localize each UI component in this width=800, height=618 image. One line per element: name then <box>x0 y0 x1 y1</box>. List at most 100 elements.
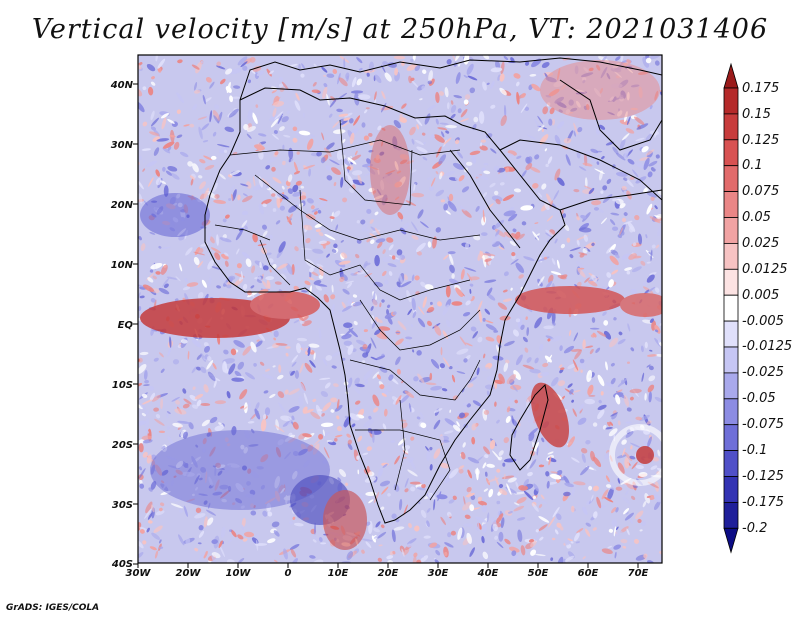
field-speck <box>142 159 145 164</box>
field-speck <box>338 77 348 87</box>
field-speck <box>434 325 442 336</box>
field-speck <box>348 118 354 124</box>
field-speck <box>620 538 628 544</box>
field-speck <box>166 411 171 414</box>
field-speck <box>265 368 270 372</box>
field-speck <box>293 319 300 324</box>
field-speck <box>324 234 336 241</box>
field-speck <box>311 208 320 213</box>
field-speck <box>648 365 654 371</box>
field-speck <box>374 491 380 504</box>
field-speck <box>592 332 597 338</box>
field-speck <box>313 559 324 563</box>
field-speck <box>621 496 631 505</box>
field-speck <box>147 86 154 96</box>
field-speck <box>493 219 505 229</box>
field-speck <box>449 495 452 500</box>
field-speck <box>159 502 165 507</box>
colorbar-labels: 0.175 0.15 0.125 0.1 0.075 0.05 0.025 0.… <box>742 81 792 536</box>
field-speck <box>243 124 249 131</box>
field-speck <box>147 277 154 283</box>
field-speck <box>617 378 628 388</box>
field-speck <box>551 258 556 265</box>
field-speck <box>507 511 513 514</box>
field-speck <box>259 261 262 268</box>
field-speck <box>553 190 560 201</box>
field-speck <box>323 446 330 459</box>
field-speck <box>595 347 601 354</box>
field-speck <box>577 267 586 278</box>
field-speck <box>534 154 540 160</box>
field-speck <box>502 174 507 179</box>
field-speck <box>562 213 567 218</box>
field-speck <box>648 391 652 403</box>
field-speck <box>631 461 638 470</box>
field-speck <box>357 94 371 100</box>
field-speck <box>634 161 645 169</box>
field-speck <box>490 67 503 73</box>
field-speck <box>310 134 315 138</box>
field-speck <box>584 177 588 188</box>
field-speck <box>528 427 539 437</box>
field-speck <box>250 69 256 75</box>
field-speck <box>141 393 148 399</box>
field-speck <box>509 240 517 247</box>
field-speck <box>300 73 305 78</box>
field-speck <box>332 68 338 75</box>
field-speck <box>625 490 629 496</box>
field-speck <box>547 451 554 455</box>
field-speck <box>577 417 587 425</box>
field-speck <box>205 509 217 516</box>
field-speck <box>285 346 291 349</box>
field-speck <box>346 433 351 438</box>
field-speck <box>615 526 619 531</box>
field-speck <box>482 551 489 560</box>
field-speck <box>189 175 195 180</box>
field-speck <box>439 462 450 469</box>
field-speck <box>397 438 406 446</box>
field-speck <box>294 246 299 252</box>
field-speck <box>602 424 607 430</box>
field-speck <box>635 510 644 520</box>
field-speck <box>262 414 267 420</box>
field-speck <box>382 463 388 468</box>
field-speck <box>395 331 400 334</box>
field-speck <box>410 58 414 62</box>
field-speck <box>145 430 149 434</box>
field-speck <box>593 511 598 519</box>
field-speck <box>499 242 505 250</box>
field-speck <box>597 404 607 411</box>
field-speck <box>640 260 646 266</box>
field-speck <box>359 201 368 206</box>
field-speck <box>242 538 248 542</box>
red-sea <box>449 149 521 249</box>
field-speck <box>538 524 548 532</box>
field-speck <box>617 338 626 345</box>
field-speck <box>579 253 585 258</box>
field-speck <box>629 176 635 180</box>
field-speck <box>556 522 562 528</box>
field-speck <box>550 335 562 342</box>
field-speck <box>351 170 363 176</box>
field-speck <box>513 505 525 512</box>
field-speck <box>175 400 181 405</box>
field-speck <box>372 394 380 407</box>
field-speck <box>637 233 643 245</box>
field-speck <box>410 323 414 328</box>
colorbar-label: 0.005 <box>742 288 779 303</box>
field-speck <box>303 224 313 231</box>
field-speck <box>298 395 304 407</box>
field-speck <box>313 535 318 542</box>
field-speck <box>387 493 391 497</box>
field-speck <box>330 409 335 413</box>
field-speck <box>365 521 371 526</box>
field-speck <box>485 336 495 342</box>
field-speck <box>163 141 175 149</box>
field-speck <box>499 87 507 96</box>
lat-label-30S: 30S <box>112 500 133 511</box>
field-speck <box>210 266 223 271</box>
colorbar-segment <box>723 424 739 452</box>
field-speck <box>360 219 366 225</box>
field-speck <box>608 528 613 533</box>
field-speck <box>334 404 343 412</box>
